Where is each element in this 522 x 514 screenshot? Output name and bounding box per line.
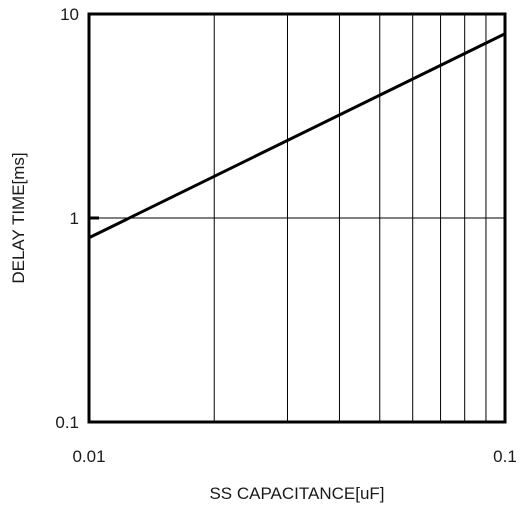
y-axis-label: DELAY TIME[ms] xyxy=(9,152,28,283)
x-axis-label: SS CAPACITANCE[uF] xyxy=(209,484,384,503)
y-tick-label: 1 xyxy=(70,209,79,228)
y-tick-label: 0.1 xyxy=(55,413,79,432)
x-tick-label: 0.01 xyxy=(72,447,105,466)
plot-frame xyxy=(87,12,507,424)
tick-labels: 0.1 1 10 0.01 0.1 xyxy=(55,5,516,466)
grid-lines xyxy=(89,14,505,422)
x-tick-label: 0.1 xyxy=(493,447,517,466)
series-line xyxy=(88,32,506,240)
y-tick-label: 10 xyxy=(60,5,79,24)
series-lines xyxy=(88,32,506,240)
